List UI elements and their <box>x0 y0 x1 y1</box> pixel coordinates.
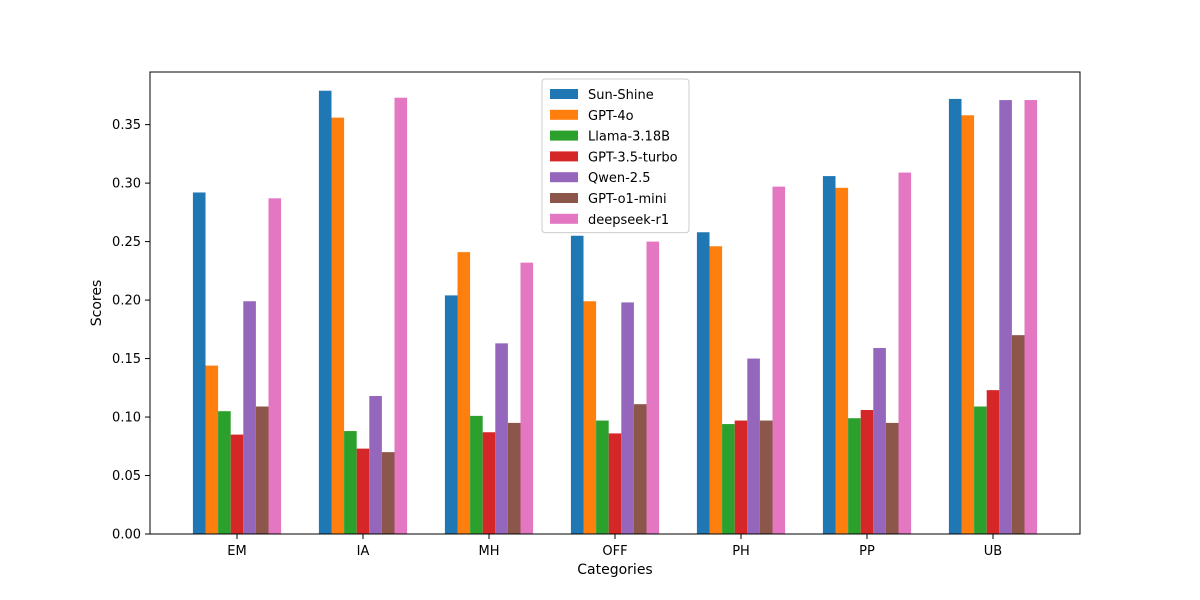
x-tick-label-ia: IA <box>357 544 370 559</box>
bar-deepseek-r1-ub <box>1024 100 1038 534</box>
bar-deepseek-r1-pp <box>898 172 912 534</box>
y-tick-label: 0.05 <box>112 469 141 484</box>
bar-gpt-4o-pp <box>835 187 849 535</box>
bar-gpt-4o-off <box>583 301 597 534</box>
bar-llama-3-18b-ph <box>722 424 735 534</box>
y-tick-label: 0.00 <box>112 528 141 543</box>
legend-swatch <box>550 193 578 203</box>
bar-llama-3-18b-off <box>596 420 609 534</box>
bar-gpt-3-5-turbo-ia <box>356 448 370 534</box>
legend: Sun-Shine GPT-4o Llama-3.18B GPT-3.5-turbo Q… <box>541 78 690 234</box>
legend-box <box>541 78 690 234</box>
bar-deepseek-r1-ia <box>394 97 408 534</box>
x-axis-title: Categories <box>577 562 652 578</box>
legend-label: deepseek-r1 <box>588 213 669 228</box>
y-tick-label: 0.30 <box>112 177 141 192</box>
y-tick-label: 0.25 <box>112 235 141 250</box>
legend-swatch <box>550 213 578 224</box>
bar-gpt-o1-mini-off <box>633 404 647 534</box>
bar-qwen-2-5-off <box>621 302 634 534</box>
y-tick-label: 0.15 <box>112 352 141 367</box>
bar-gpt-3-5-turbo-em <box>230 434 244 534</box>
legend-swatch <box>550 109 578 120</box>
bar-qwen-2-5-ub <box>999 100 1012 534</box>
bar-deepseek-r1-em <box>268 198 282 534</box>
x-tick-label-pp: PP <box>859 544 875 559</box>
bar-gpt-4o-em <box>205 365 219 534</box>
bar-gpt-3-5-turbo-mh <box>482 432 496 534</box>
legend-label: GPT-4o <box>588 109 634 124</box>
bar-deepseek-r1-mh <box>520 262 534 534</box>
bar-gpt-o1-mini-ub <box>1011 335 1025 534</box>
bar-gpt-o1-mini-mh <box>507 422 521 534</box>
bar-gpt-3-5-turbo-off <box>608 433 622 534</box>
bar-gpt-3-5-turbo-ub <box>986 390 1000 534</box>
legend-label: Sun-Shine <box>588 88 654 103</box>
y-tick-label: 0.20 <box>112 294 141 309</box>
y-tick-label: 0.10 <box>112 411 141 426</box>
bar-gpt-4o-ia <box>331 117 345 535</box>
legend-swatch <box>550 172 578 183</box>
bar-gpt-o1-mini-em <box>255 406 269 534</box>
legend-label: GPT-3.5-turbo <box>588 150 678 165</box>
bar-llama-3-18b-ub <box>974 406 987 534</box>
bar-gpt-o1-mini-ia <box>381 452 395 534</box>
bar-deepseek-r1-ph <box>772 186 786 534</box>
bar-qwen-2-5-ph <box>747 358 760 534</box>
bar-gpt-4o-mh <box>457 252 471 534</box>
bar-qwen-2-5-mh <box>495 343 508 534</box>
x-tick-label-ub: UB <box>984 544 1002 559</box>
y-tick-label: 0.35 <box>112 118 141 133</box>
bar-sun-shine-off <box>570 235 584 534</box>
bar-sun-shine-ia <box>318 90 332 535</box>
bars <box>192 90 1038 535</box>
legend-swatch <box>550 89 578 99</box>
bar-sun-shine-em <box>192 192 206 534</box>
bar-gpt-o1-mini-ph <box>759 420 773 534</box>
legend-swatch <box>550 130 578 141</box>
bar-llama-3-18b-em <box>218 411 231 534</box>
bar-deepseek-r1-off <box>646 241 660 534</box>
bar-gpt-3-5-turbo-pp <box>860 410 874 534</box>
legend-swatch <box>550 151 578 162</box>
axes: 0.00 0.05 0.10 0.15 0.20 0.25 0.30 0.35 EM IA MH OF… <box>112 71 1081 559</box>
x-tick-label-em: EM <box>227 544 246 559</box>
bar-sun-shine-ph <box>696 232 710 535</box>
bar-gpt-3-5-turbo-ph <box>734 420 748 534</box>
legend-label: Llama-3.18B <box>588 130 670 145</box>
bar-gpt-4o-ub <box>961 115 975 534</box>
x-tick-label-ph: PH <box>732 544 750 559</box>
bar-qwen-2-5-pp <box>873 348 886 534</box>
bar-gpt-4o-ph <box>709 246 723 534</box>
bar-llama-3-18b-ia <box>344 431 357 534</box>
bar-gpt-o1-mini-pp <box>885 422 899 534</box>
legend-label: GPT-o1-mini <box>588 192 667 207</box>
y-axis-title: Scores <box>89 280 105 327</box>
bar-sun-shine-pp <box>822 176 836 534</box>
bar-sun-shine-mh <box>444 295 458 534</box>
bar-sun-shine-ub <box>948 98 962 535</box>
x-tick-label-off: OFF <box>602 544 627 559</box>
legend-label: Qwen-2.5 <box>588 171 650 186</box>
bar-llama-3-18b-pp <box>848 418 861 534</box>
x-tick-label-mh: MH <box>479 544 500 559</box>
bar-qwen-2-5-ia <box>369 395 382 534</box>
bar-llama-3-18b-mh <box>470 415 483 534</box>
bar-qwen-2-5-em <box>243 301 256 534</box>
